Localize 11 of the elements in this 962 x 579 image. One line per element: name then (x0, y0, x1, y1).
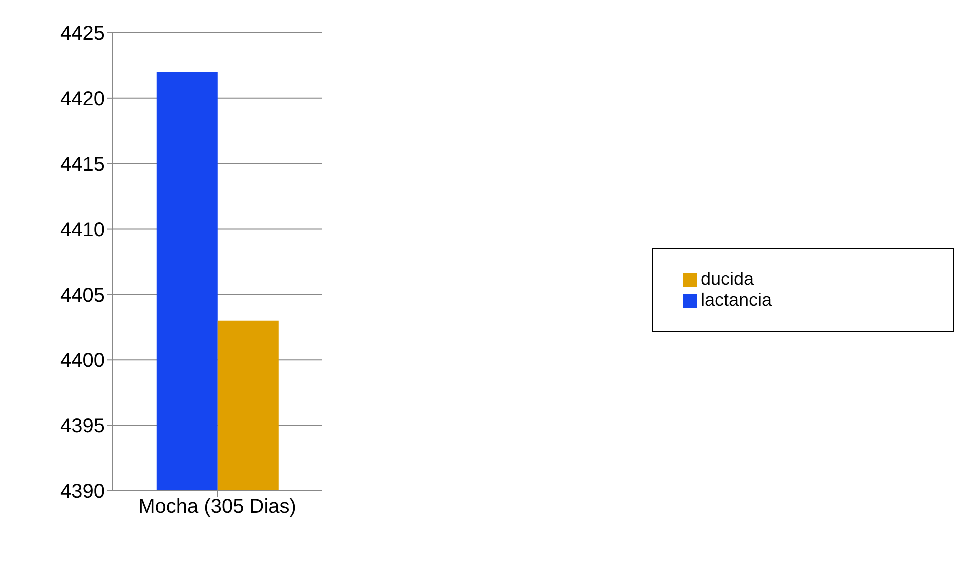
legend-label: ducida (701, 268, 754, 288)
y-tick-label: 4395 (60, 416, 105, 438)
y-tick-label: 4420 (60, 88, 105, 111)
y-tick-label: 4400 (60, 350, 105, 372)
legend-label: lactancia (701, 290, 772, 310)
x-tick-label: Mocha (305 Dias) (138, 496, 296, 518)
y-tick-label: 4390 (60, 481, 105, 504)
y-tick-label: 4425 (60, 23, 105, 46)
y-tick-label: 4405 (60, 284, 105, 307)
y-tick-label: 4415 (60, 154, 105, 176)
y-tick-label: 4410 (60, 219, 105, 242)
